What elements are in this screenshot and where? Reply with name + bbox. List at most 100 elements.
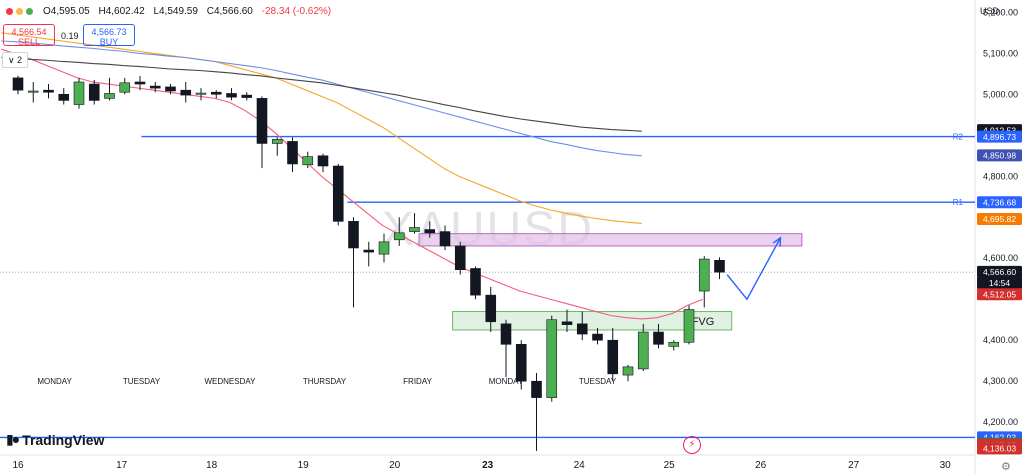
candle-body (12, 77, 24, 91)
price-tag-label: 4,566.60 (983, 267, 1016, 277)
time-tick-label: 16 (12, 460, 24, 471)
time-tick-label: 30 (940, 460, 952, 471)
price-tag (977, 149, 1022, 162)
price-tag-label: 4,695.82 (983, 214, 1016, 224)
time-tick-label: 25 (664, 460, 676, 471)
time-tick-label: 20 (389, 460, 401, 471)
time-tick-label: 27 (848, 460, 860, 471)
red-dot-icon (6, 7, 13, 15)
candle-body (104, 93, 115, 99)
candle-body (119, 82, 131, 93)
level-label-r1: R1 (953, 198, 964, 207)
buy-button[interactable]: 4,566.73 BUY (83, 24, 135, 47)
price-tag-label: 4,896.73 (983, 132, 1016, 142)
price-tag (977, 288, 1022, 301)
price-tick-label: 4,400.00 (983, 335, 1018, 345)
candle-body (348, 221, 359, 249)
price-tag (977, 212, 1022, 225)
settings-gear-icon[interactable]: ⚙ (1001, 461, 1011, 473)
day-label: FRIDAY (403, 377, 432, 386)
candle-body (195, 92, 207, 95)
candle-body (439, 231, 451, 247)
candle-body (485, 294, 497, 323)
moving-average-line-2 (1, 32, 642, 224)
price-tag-label: 4,912.53 (983, 125, 1016, 135)
candle-body (149, 85, 161, 89)
price-tag-label: 14:54 (989, 278, 1011, 288)
logo-text: TradingView (22, 431, 105, 448)
candle-body (653, 331, 664, 345)
candle-body (409, 227, 420, 232)
candle-body (668, 341, 680, 347)
candle-body (378, 241, 390, 255)
time-tick-label: 19 (298, 460, 310, 471)
lightning-icon[interactable]: ⚡ (683, 436, 701, 454)
candle-body (210, 91, 222, 95)
candle-body (546, 319, 558, 398)
candle-body (332, 165, 344, 222)
candle-body (592, 333, 603, 341)
candle-body (622, 366, 634, 376)
projection-path (726, 237, 782, 301)
sell-label: SELL (17, 37, 41, 47)
price-tick-label: 5,100.00 (983, 48, 1018, 58)
price-tick-label: 5,200.00 (983, 7, 1018, 17)
candle-body (698, 258, 710, 292)
candle-body (317, 155, 329, 167)
price-tag (977, 276, 1022, 289)
candle-body (531, 380, 542, 398)
candle-body (165, 86, 176, 92)
ohlc-open: O4,595.05 (43, 5, 90, 17)
price-tag-label: 4,162.93 (983, 433, 1016, 443)
price-tag (977, 265, 1022, 278)
candle-body (27, 90, 39, 93)
time-tick-label: 17 (116, 460, 128, 471)
candle-body (241, 94, 253, 98)
tradingview-logo[interactable]: ▮● TradingView (6, 431, 104, 448)
sell-button[interactable]: 4,566.54 SELL (3, 24, 55, 47)
currency-selector[interactable]: USD (980, 6, 1000, 16)
buy-price: 4,566.73 (91, 27, 127, 37)
candle-body (256, 98, 268, 144)
candle-body (637, 331, 649, 370)
price-tick-label: 4,800.00 (983, 171, 1018, 181)
candle-body (470, 268, 481, 296)
candle-body (714, 259, 725, 273)
candle-body (424, 229, 436, 234)
candle-body (515, 344, 527, 382)
candle-body (88, 83, 100, 101)
candle-body (180, 89, 192, 96)
time-tick-label: 18 (206, 460, 218, 471)
candle-body (561, 321, 573, 325)
candle-body (73, 81, 85, 105)
day-label: MONDAY (37, 377, 72, 386)
price-tick-label: 4,200.00 (983, 417, 1018, 427)
day-label: TUESDAY (123, 377, 161, 386)
candle-body (683, 309, 695, 343)
candle-body (134, 81, 146, 85)
sell-price: 4,566.54 (11, 27, 47, 37)
ohlc-high: H4,602.42 (98, 5, 145, 17)
yellow-dot-icon (16, 7, 23, 15)
moving-average-line-4 (1, 56, 642, 132)
candle-body (393, 232, 405, 241)
time-tick-label: 23 (482, 460, 494, 471)
indicator-toggle-button[interactable]: ∨ 2 (2, 52, 28, 68)
price-tag (977, 442, 1022, 455)
price-tick-label: 5,000.00 (983, 89, 1018, 99)
price-tag-label: 4,512.05 (983, 289, 1016, 299)
day-label: WEDNESDAY (204, 377, 256, 386)
candle-body (500, 323, 512, 345)
level-label-r2: R2 (953, 133, 964, 142)
projection-arrowhead (772, 236, 782, 247)
time-tick-label: 26 (755, 460, 767, 471)
spread-value: 0.19 (61, 31, 79, 41)
candle-body (454, 245, 466, 271)
price-tick-label: 4,300.00 (983, 376, 1018, 386)
green-dot-icon (26, 7, 33, 15)
price-tick-label: 4,600.00 (983, 253, 1018, 263)
price-tag-label: 4,850.98 (983, 151, 1016, 161)
moving-average-line-3 (1, 40, 642, 157)
time-tick-label: 24 (574, 460, 586, 471)
